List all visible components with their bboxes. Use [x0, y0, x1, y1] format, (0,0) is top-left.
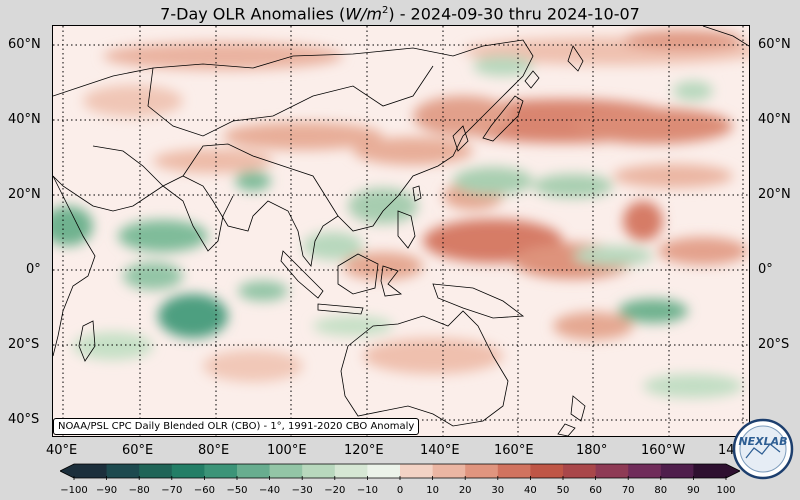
lon-label-160w: 160°W	[641, 443, 686, 458]
colorbar-tick-label: 40	[524, 485, 537, 496]
colorbar-tick-label: 10	[426, 485, 439, 496]
colorbar-segment	[237, 464, 271, 478]
colorbar-tick-label: −100	[60, 485, 88, 496]
colorbar-tick-label: −20	[324, 485, 346, 496]
colorbar-segment	[563, 464, 597, 478]
colorbar-segment	[693, 464, 727, 478]
lat-label-20n-left: 20°N	[8, 187, 41, 202]
lat-label-20s-left: 20°S	[8, 337, 40, 352]
colorbar-tick-label: −10	[356, 485, 378, 496]
lon-label-100e: 100°E	[267, 443, 307, 458]
lon-label-160e: 160°E	[494, 443, 534, 458]
colorbar-segment	[400, 464, 434, 478]
lon-label-140e: 140°E	[420, 443, 460, 458]
colorbar-tick-label: 90	[687, 485, 700, 496]
nexlab-logo: NEXLAB	[732, 418, 794, 480]
lon-label-40e: 40°E	[46, 443, 78, 458]
colorbar-tick-label: −60	[193, 485, 215, 496]
lat-label-40n-right: 40°N	[758, 112, 791, 127]
colorbar-tick-label: 30	[491, 485, 505, 496]
colorbar-segment	[74, 464, 108, 478]
colorbar-tick-label: −30	[291, 485, 313, 496]
colorbar-segment	[660, 464, 694, 478]
colorbar-segment	[106, 464, 140, 478]
coastlines	[53, 26, 749, 436]
colorbar-segment	[497, 464, 531, 478]
chart-title: 7-Day OLR Anomalies (W/m2) - 2024-09-30 …	[160, 4, 640, 24]
logo-text: NEXLAB	[738, 435, 787, 448]
colorbar	[60, 463, 740, 480]
colorbar-tick-label: 80	[654, 485, 668, 496]
colorbar-segment	[628, 464, 662, 478]
lat-label-60n-right: 60°N	[758, 37, 791, 52]
map-panel	[52, 25, 750, 437]
colorbar-segment	[139, 464, 173, 478]
colorbar-segment	[334, 464, 368, 478]
colorbar-tick-label: 0	[396, 485, 404, 496]
lat-label-60n-left: 60°N	[8, 37, 41, 52]
colorbar-tickmarks	[73, 476, 727, 480]
colorbar-tick-label: −70	[161, 485, 183, 496]
colorbar-tick-label: −40	[259, 485, 281, 496]
colorbar-tick-label: 70	[621, 485, 635, 496]
lat-label-40n-left: 40°N	[8, 112, 41, 127]
colorbar-tick-label: 100	[716, 485, 736, 496]
colorbar-segment	[204, 464, 238, 478]
lon-label-180: 180°	[576, 443, 608, 458]
lat-label-0-right: 0°	[758, 262, 773, 277]
colorbar-tick-label: −90	[96, 485, 118, 496]
lat-label-0-left: 0°	[26, 262, 41, 277]
lat-label-20s-right: 20°S	[758, 337, 790, 352]
anomaly-map	[53, 26, 749, 436]
colorbar-segment	[432, 464, 466, 478]
colorbar-segment	[530, 464, 564, 478]
lon-label-80e: 80°E	[198, 443, 230, 458]
colorbar-tick-label: 20	[458, 485, 472, 496]
data-source-note: NOAA/PSL CPC Daily Blended OLR (CBO) - 1…	[53, 418, 420, 435]
colorbar-tick-label: 60	[589, 485, 602, 496]
lon-label-120e: 120°E	[344, 443, 384, 458]
colorbar-segment	[269, 464, 303, 478]
colorbar-tick-label: 50	[556, 485, 570, 496]
colorbar-segment	[367, 464, 401, 478]
colorbar-extend-low	[60, 464, 74, 478]
colorbar-segments	[60, 464, 740, 478]
colorbar-segment	[595, 464, 629, 478]
colorbar-segment	[171, 464, 205, 478]
colorbar-segment	[302, 464, 336, 478]
lon-label-60e: 60°E	[122, 443, 154, 458]
lat-label-20n-right: 20°N	[758, 187, 791, 202]
colorbar-tick-label: −50	[226, 485, 248, 496]
lat-label-40s-left: 40°S	[8, 412, 40, 427]
colorbar-tick-label: −80	[128, 485, 150, 496]
colorbar-segment	[465, 464, 499, 478]
colorbar-extend-high	[726, 464, 740, 478]
